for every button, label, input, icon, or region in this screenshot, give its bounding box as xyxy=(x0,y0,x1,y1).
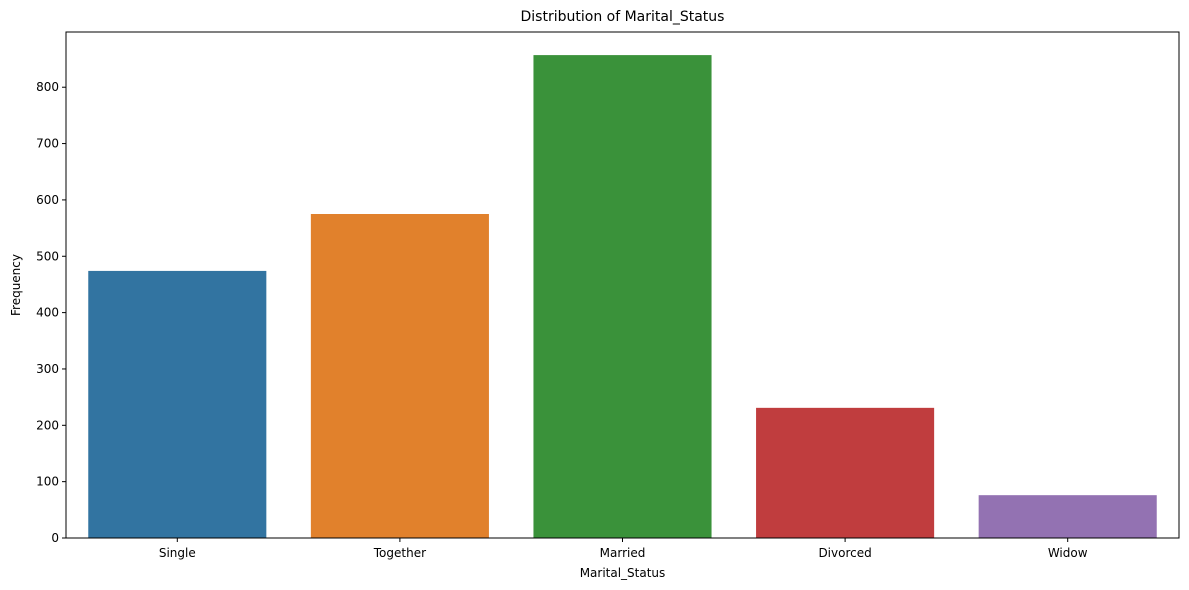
x-tick-label: Divorced xyxy=(818,546,871,560)
y-axis-label: Frequency xyxy=(9,254,23,316)
x-tick-label: Widow xyxy=(1048,546,1088,560)
bar-single xyxy=(88,270,267,538)
y-tick-label: 600 xyxy=(36,193,59,207)
y-tick-label: 700 xyxy=(36,137,59,151)
chart-title: Distribution of Marital_Status xyxy=(521,9,725,25)
bar-widow xyxy=(978,495,1157,538)
x-tick-label: Married xyxy=(600,546,646,560)
x-axis-label: Marital_Status xyxy=(580,566,666,580)
y-tick-label: 800 xyxy=(36,80,59,94)
x-tick-label: Single xyxy=(159,546,196,560)
y-tick-label: 500 xyxy=(36,249,59,263)
bar-divorced xyxy=(756,407,935,538)
y-tick-label: 300 xyxy=(36,362,59,376)
y-tick-label: 100 xyxy=(36,475,59,489)
y-tick-label: 0 xyxy=(51,531,59,545)
bar-together xyxy=(310,214,489,538)
y-tick-label: 200 xyxy=(36,418,59,432)
x-tick-label: Together xyxy=(373,546,426,560)
y-tick-label: 400 xyxy=(36,306,59,320)
x-axis: Single Together Married Divorced Widow xyxy=(159,538,1088,560)
bars-group xyxy=(88,55,1157,539)
y-axis: 0 100 200 300 400 500 600 700 800 xyxy=(36,80,66,545)
bar-married xyxy=(533,55,712,539)
